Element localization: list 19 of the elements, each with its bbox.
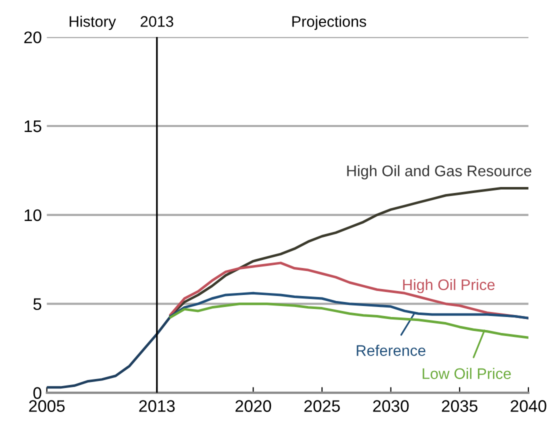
legend-label: Reference — [356, 344, 426, 356]
y-tick-label: 0 — [33, 387, 42, 399]
x-tick-label: 2025 — [304, 400, 340, 412]
x-tick-label: 2030 — [373, 400, 409, 412]
y-tick-label: 20 — [24, 31, 42, 44]
x-tick-label: 2035 — [442, 400, 478, 412]
y-tick-label: 10 — [24, 209, 42, 222]
ref-line-label: 2013 — [140, 16, 174, 27]
x-tick-label: 2005 — [29, 400, 65, 412]
legend-label: Low Oil Price — [422, 368, 511, 380]
y-tick-label: 5 — [33, 298, 42, 310]
x-tick-label: 2020 — [236, 400, 272, 412]
series-label: High Oil and Gas Resource — [347, 165, 532, 180]
text: History — [70, 16, 116, 30]
series-label: High Oil Price — [403, 278, 495, 294]
text: Projections — [292, 16, 366, 30]
x-tick-label: 2013 — [139, 400, 175, 412]
y-tick-label: 15 — [24, 120, 42, 132]
x-tick-label: 2040 — [510, 400, 546, 412]
